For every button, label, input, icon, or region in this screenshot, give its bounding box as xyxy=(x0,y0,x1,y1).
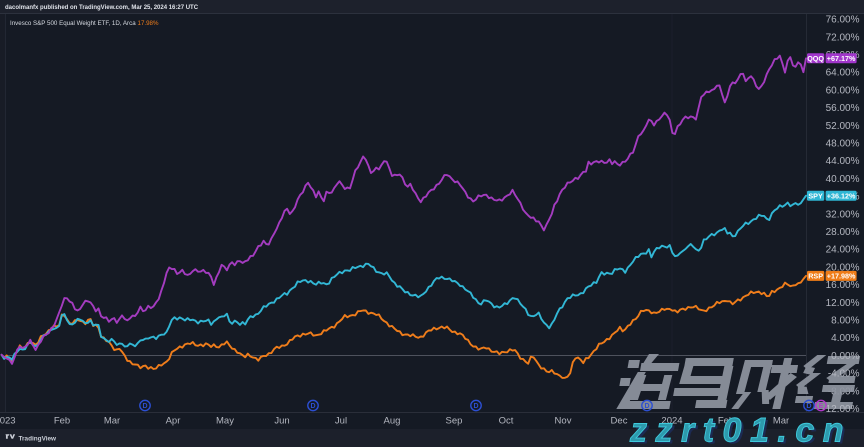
svg-text:8.00%: 8.00% xyxy=(831,316,859,327)
svg-text:+36.12%: +36.12% xyxy=(827,191,856,200)
svg-text:60.00%: 60.00% xyxy=(826,85,860,96)
svg-text:76.00%: 76.00% xyxy=(826,15,860,26)
svg-text:24.00%: 24.00% xyxy=(826,245,860,256)
svg-text:E: E xyxy=(819,403,824,410)
svg-text:Apr: Apr xyxy=(166,416,181,427)
svg-text:Mar: Mar xyxy=(773,416,789,427)
svg-text:Mar: Mar xyxy=(104,416,120,427)
svg-text:0.00%: 0.00% xyxy=(831,351,859,362)
svg-text:20.00%: 20.00% xyxy=(826,262,860,273)
svg-text:-12.00%: -12.00% xyxy=(822,404,859,415)
svg-text:May: May xyxy=(216,416,234,427)
svg-text:Feb: Feb xyxy=(54,416,70,427)
svg-text:D: D xyxy=(644,403,649,410)
svg-text:4.00%: 4.00% xyxy=(831,333,859,344)
svg-text:D: D xyxy=(473,403,478,410)
svg-text:-4.00%: -4.00% xyxy=(828,369,860,380)
svg-text:Feb: Feb xyxy=(718,416,734,427)
svg-text:2023: 2023 xyxy=(0,416,16,427)
svg-text:12.00%: 12.00% xyxy=(826,298,860,309)
svg-text:44.00%: 44.00% xyxy=(826,156,860,167)
svg-text:+17.98%: +17.98% xyxy=(827,272,856,281)
svg-text:RSP: RSP xyxy=(808,272,823,281)
svg-text:QQQ: QQQ xyxy=(807,54,824,63)
svg-text:2024: 2024 xyxy=(661,416,682,427)
svg-text:Dec: Dec xyxy=(611,416,628,427)
svg-text:SPY: SPY xyxy=(808,191,823,200)
svg-text:48.00%: 48.00% xyxy=(826,139,860,150)
svg-text:Sep: Sep xyxy=(446,416,463,427)
svg-text:Oct: Oct xyxy=(499,416,514,427)
svg-text:D: D xyxy=(806,403,811,410)
svg-text:Nov: Nov xyxy=(555,416,572,427)
svg-text:dacolmanfx published on Tradin: dacolmanfx published on TradingView.com,… xyxy=(5,5,199,11)
svg-text:D: D xyxy=(310,403,315,410)
svg-text:40.00%: 40.00% xyxy=(826,174,860,185)
svg-text:zzrt01.cn: zzrt01.cn xyxy=(629,412,852,447)
svg-text:D: D xyxy=(142,403,147,410)
svg-text:Jul: Jul xyxy=(335,416,347,427)
svg-text:TradingView: TradingView xyxy=(19,436,57,443)
svg-text:64.00%: 64.00% xyxy=(826,68,860,79)
svg-text:32.00%: 32.00% xyxy=(826,209,860,220)
svg-text:17.98%: 17.98% xyxy=(138,20,159,27)
svg-text:Invesco S&P 500 Equal Weight E: Invesco S&P 500 Equal Weight ETF, 1D, Ar… xyxy=(10,20,136,27)
svg-text:52.00%: 52.00% xyxy=(826,121,860,132)
svg-text:zzrt01.cn: zzrt01.cn xyxy=(632,414,855,447)
svg-text:Aug: Aug xyxy=(384,416,401,427)
svg-text:Jun: Jun xyxy=(274,416,289,427)
svg-text:56.00%: 56.00% xyxy=(826,103,860,114)
svg-text:+67.17%: +67.17% xyxy=(827,54,856,63)
svg-text:28.00%: 28.00% xyxy=(826,227,860,238)
svg-text:16.00%: 16.00% xyxy=(826,280,860,291)
svg-text:72.00%: 72.00% xyxy=(826,32,860,43)
